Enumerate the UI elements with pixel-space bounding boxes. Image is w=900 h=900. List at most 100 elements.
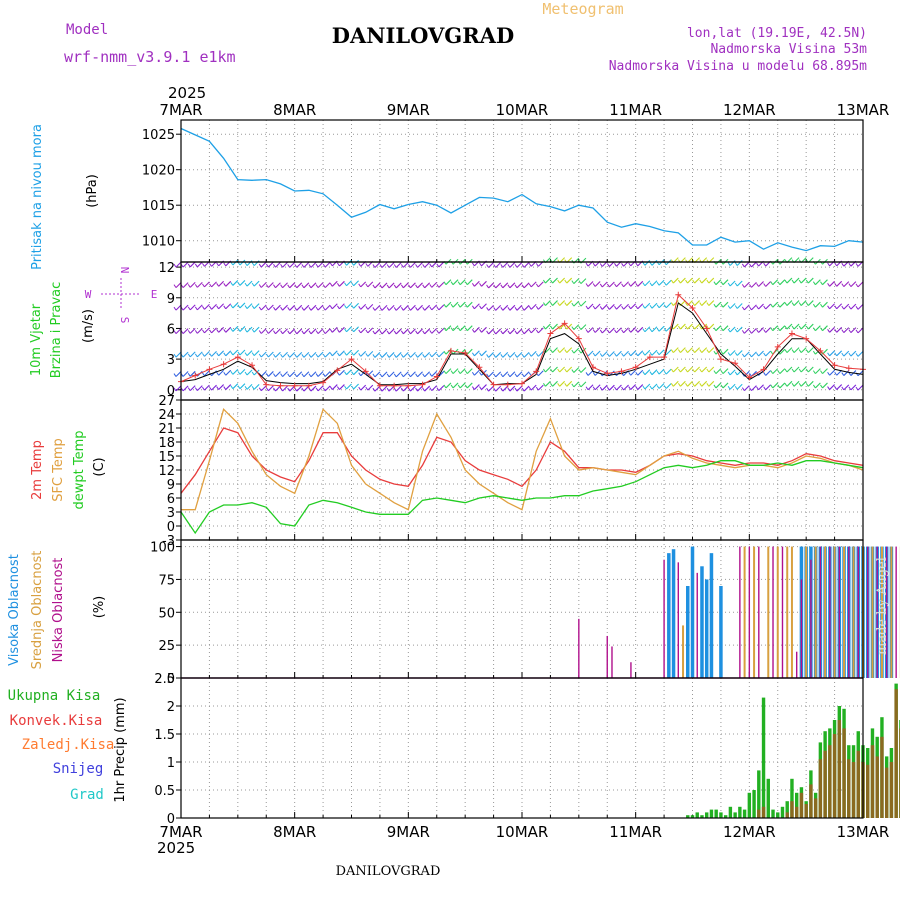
gust-marker — [234, 354, 241, 361]
wind-barb-tick — [344, 328, 347, 333]
wind-barb — [445, 279, 452, 286]
cloud-bar — [739, 546, 741, 678]
wind-barb-tick — [798, 279, 802, 284]
wind-barb-tick — [834, 283, 838, 287]
wind-barb — [644, 349, 651, 356]
precip-conv-bar — [809, 784, 813, 818]
wind-barb-tick — [642, 385, 646, 390]
ytick-label: 21 — [158, 422, 175, 437]
wind-barb-tick — [358, 386, 362, 391]
wind-barb — [431, 261, 438, 268]
wind-barb-tick — [336, 352, 340, 357]
ytick-label: 6 — [167, 492, 175, 507]
wind-barb-tick — [415, 373, 418, 378]
wind-barb — [545, 347, 551, 353]
wind-barb-tick — [543, 325, 546, 330]
wind-barb — [623, 384, 629, 391]
wind-barb — [729, 369, 736, 376]
wind-barb — [495, 371, 502, 378]
cloud-bar — [719, 586, 723, 678]
wind-barb-tick — [500, 307, 504, 311]
wind-barb — [275, 282, 281, 289]
wind-barb-tick — [372, 284, 376, 289]
wind-barb-tick — [656, 370, 660, 375]
wind-barb-tick — [820, 384, 823, 389]
wind-barb — [282, 351, 288, 358]
wind-barb — [246, 369, 253, 376]
wind-barb — [566, 277, 573, 284]
wind-barb-tick — [827, 305, 830, 310]
wind-barb — [814, 368, 821, 375]
wind-barb-tick — [656, 385, 660, 389]
wind-barb-tick — [734, 262, 738, 266]
wind-barb-tick — [578, 302, 582, 307]
bottom-day-label: 10MAR — [496, 823, 549, 841]
wind-barb — [687, 323, 693, 330]
wind-barb-tick — [606, 306, 610, 310]
wind-barb — [381, 282, 388, 289]
wind-barb-tick — [692, 368, 696, 373]
wind-barb-tick — [471, 305, 475, 310]
wind-barb-tick — [699, 349, 703, 353]
wind-barb-tick — [848, 329, 852, 333]
wind-barb-tick — [550, 279, 553, 284]
wind-barb — [665, 368, 672, 375]
wind-barb — [303, 385, 310, 392]
wind-barb — [211, 384, 217, 391]
wind-barb-tick — [450, 327, 454, 331]
wind-barb — [246, 280, 253, 287]
wind-barb-tick — [471, 352, 475, 357]
wind-barb-tick — [592, 262, 596, 267]
wind-barb-tick — [528, 386, 532, 391]
wind-barb-tick — [848, 352, 852, 357]
wind-barb-tick — [507, 373, 511, 378]
wind-barb-tick — [834, 386, 838, 390]
wind-barb — [829, 384, 835, 390]
wind-barb — [850, 384, 857, 391]
wind-barb-tick — [564, 383, 568, 387]
elevation-text: Nadmorska Visina 53m — [710, 42, 867, 57]
wind-barb-tick — [273, 330, 276, 334]
wind-barb-tick — [187, 263, 191, 268]
wind-barb — [417, 385, 423, 392]
wind-barb — [495, 352, 502, 358]
wind-barb-tick — [493, 387, 497, 392]
wind-barb — [765, 350, 772, 357]
wind-barb — [630, 326, 637, 333]
wind-barb — [800, 366, 807, 373]
wind-barb-tick — [805, 368, 809, 373]
wind-barb-tick — [550, 368, 553, 373]
wind-barb-tick — [351, 262, 355, 266]
wind-barb-tick — [585, 305, 589, 310]
wind-barb — [537, 327, 544, 334]
wind-barb — [651, 280, 658, 287]
wind-barb-tick — [756, 305, 759, 310]
wind-barb-tick — [436, 387, 440, 391]
wind-barb — [196, 304, 203, 311]
wind-barb — [651, 369, 658, 376]
wind-barb — [289, 371, 296, 378]
wind-barb-tick — [741, 353, 745, 358]
wind-barb — [175, 328, 182, 334]
wind-barb-tick — [358, 353, 362, 357]
temp-legend-label: 2m Temp — [30, 440, 45, 500]
gust-marker — [646, 354, 653, 361]
wind-barb-tick — [244, 352, 248, 356]
wind-barb — [431, 351, 438, 358]
wind-barb — [793, 347, 800, 353]
wind-barb-tick — [365, 283, 369, 288]
wind-barb-tick — [308, 330, 312, 335]
precip-conv-bar — [894, 689, 898, 818]
wind-barb-tick — [265, 306, 269, 311]
wind-barb — [800, 323, 807, 330]
wind-barb — [793, 277, 800, 284]
wind-barb-tick — [471, 262, 475, 267]
cloud-bar — [709, 553, 714, 678]
wind-barb-tick — [820, 327, 823, 331]
wind-barb-tick — [677, 279, 681, 284]
wind-barb-tick — [606, 353, 610, 357]
precip-conv-bar — [794, 806, 799, 818]
wind-barb-tick — [777, 384, 781, 389]
wind-barb-tick — [514, 354, 518, 358]
wind-barb-tick — [514, 373, 518, 378]
